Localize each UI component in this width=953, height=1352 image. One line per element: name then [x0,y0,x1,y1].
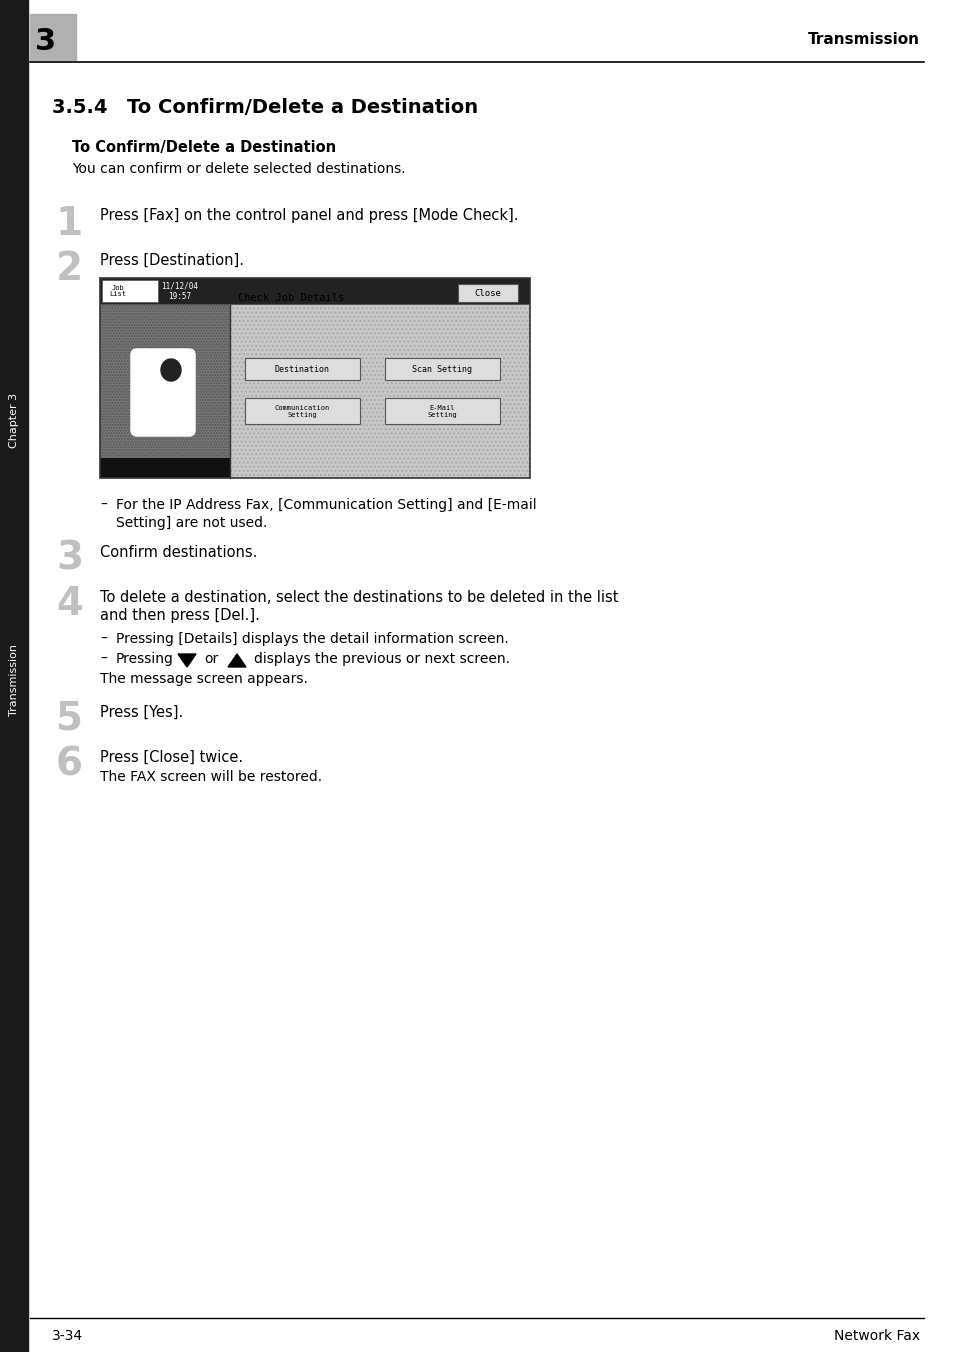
Text: Close: Close [474,288,501,297]
Text: Destination: Destination [274,365,329,373]
Text: 2: 2 [56,250,83,288]
Bar [100,279,530,479]
Text: Scan Setting: Scan Setting [412,365,472,373]
Bar [0,0,28,1352]
Text: 3: 3 [35,27,56,55]
Text: 3-34: 3-34 [52,1329,83,1343]
Bar [385,358,499,380]
Text: –: – [100,631,107,646]
Text: Transmission: Transmission [807,32,919,47]
Text: or: or [204,652,218,667]
Bar [100,279,530,304]
Bar [245,397,359,425]
Text: Press [Close] twice.: Press [Close] twice. [100,750,243,765]
Text: Pressing: Pressing [116,652,173,667]
Text: To delete a destination, select the destinations to be deleted in the list: To delete a destination, select the dest… [100,589,618,604]
Polygon shape [178,654,195,667]
Text: Transmission: Transmission [9,644,19,717]
Text: Press [Destination].: Press [Destination]. [100,253,244,268]
Bar [230,279,530,479]
Text: Check Job Details: Check Job Details [237,293,344,303]
Text: Press [Fax] on the control panel and press [Mode Check].: Press [Fax] on the control panel and pre… [100,208,518,223]
Bar [100,458,230,479]
Text: Confirm destinations.: Confirm destinations. [100,545,257,560]
Text: The FAX screen will be restored.: The FAX screen will be restored. [100,771,322,784]
Text: Job
List: Job List [110,284,127,297]
Text: 3: 3 [56,539,83,579]
Text: 1: 1 [56,206,83,243]
Text: Network Fax: Network Fax [833,1329,919,1343]
Bar [230,279,530,479]
Bar [385,397,499,425]
Text: 6: 6 [56,745,83,783]
Text: 3.5.4 To Confirm/Delete a Destination: 3.5.4 To Confirm/Delete a Destination [52,97,477,118]
Text: You can confirm or delete selected destinations.: You can confirm or delete selected desti… [71,162,405,176]
Text: and then press [Del.].: and then press [Del.]. [100,608,259,623]
Text: The message screen appears.: The message screen appears. [100,672,308,685]
Bar [100,279,230,479]
Bar [245,358,359,380]
Text: For the IP Address Fax, [Communication Setting] and [E-mail: For the IP Address Fax, [Communication S… [116,498,536,512]
Polygon shape [228,654,246,667]
Bar [100,279,230,479]
Text: 11/12/04
19:57: 11/12/04 19:57 [161,281,198,300]
Text: Communication
Setting: Communication Setting [274,404,330,418]
Text: displays the previous or next screen.: displays the previous or next screen. [253,652,510,667]
Bar [102,280,158,301]
Text: 4: 4 [56,585,83,623]
Bar [30,14,76,59]
Text: Pressing [Details] displays the detail information screen.: Pressing [Details] displays the detail i… [116,631,508,646]
Bar [457,284,517,301]
Text: –: – [100,498,107,512]
Text: Setting] are not used.: Setting] are not used. [116,516,267,530]
Ellipse shape [161,360,181,381]
Text: Press [Yes].: Press [Yes]. [100,704,183,721]
Text: To Confirm/Delete a Destination: To Confirm/Delete a Destination [71,141,335,155]
Text: –: – [100,652,107,667]
FancyBboxPatch shape [132,350,193,435]
Text: Chapter 3: Chapter 3 [9,392,19,448]
Text: 5: 5 [56,700,83,738]
Text: E-Mail
Setting: E-Mail Setting [427,404,456,418]
